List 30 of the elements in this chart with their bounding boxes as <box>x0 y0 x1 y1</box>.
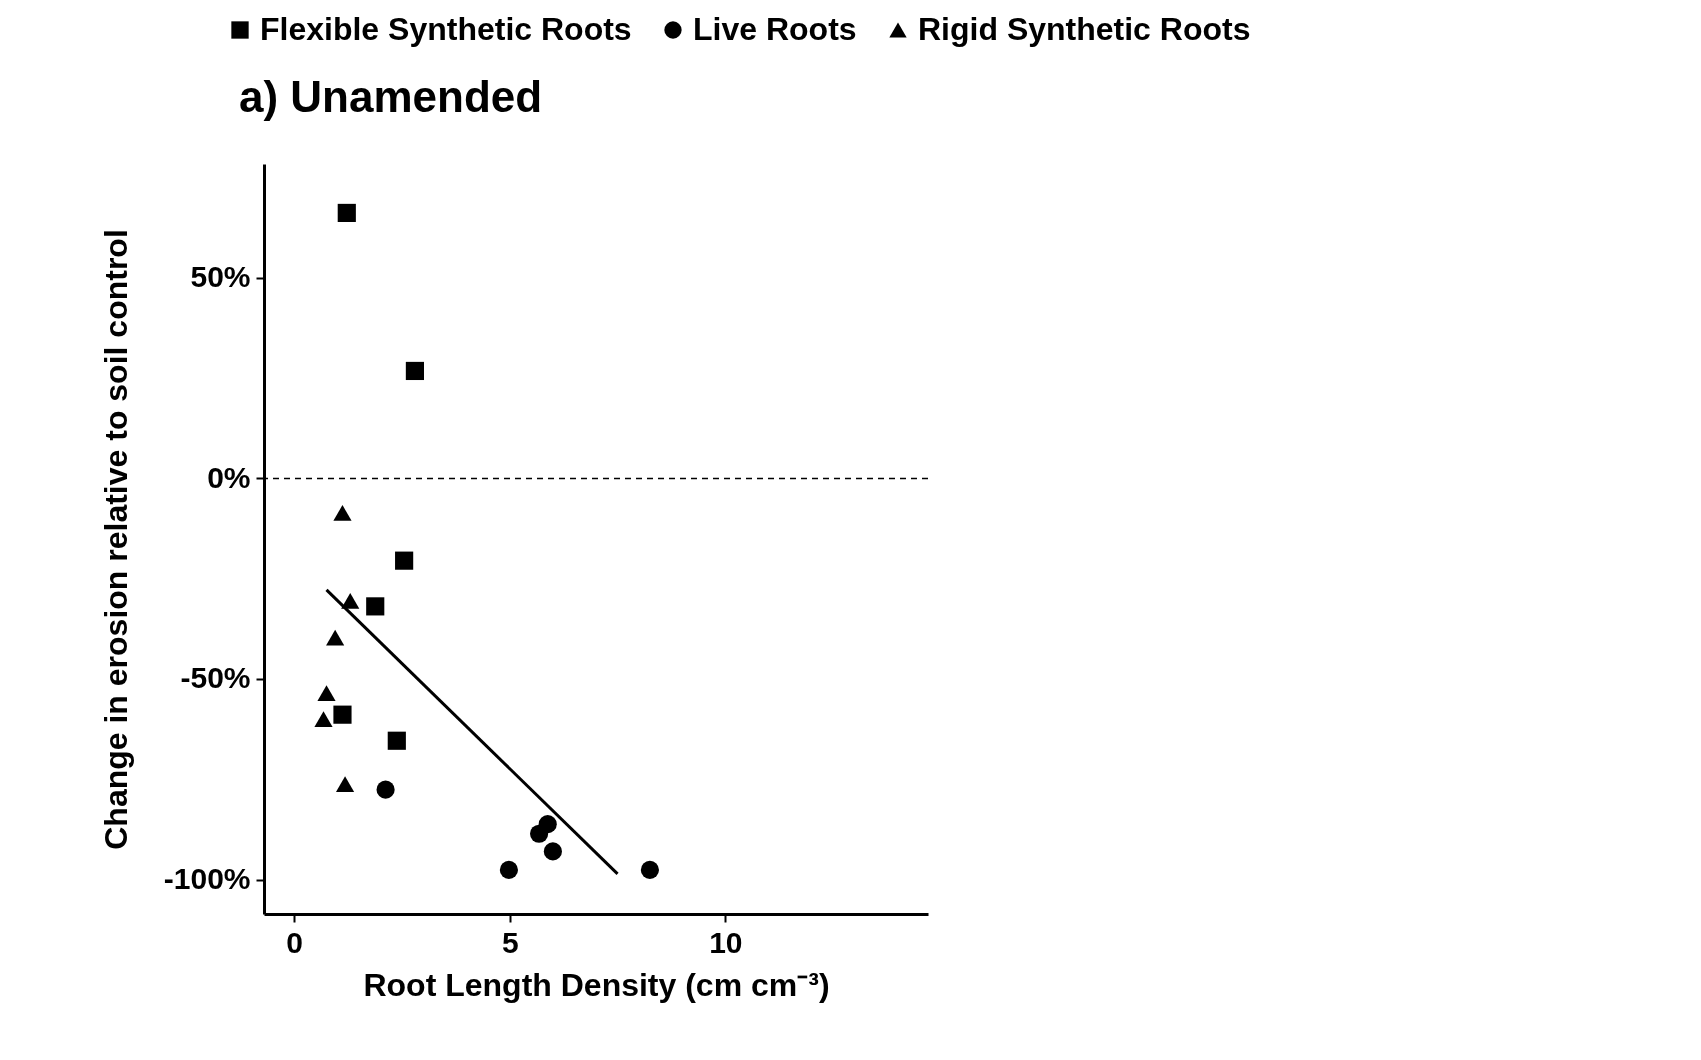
legend-label: Rigid Synthetic Roots <box>918 11 1251 47</box>
point <box>640 860 659 879</box>
point <box>543 842 562 861</box>
legend-label: Flexible Synthetic Roots <box>260 11 632 47</box>
point <box>326 629 345 646</box>
point <box>405 361 424 381</box>
point <box>333 705 352 724</box>
y-tick-label: 0% <box>207 460 251 494</box>
point <box>317 685 336 701</box>
y-axis-title: Change in erosion relative to soil control <box>97 229 134 850</box>
point <box>395 551 414 570</box>
x-tick-label: 10 <box>709 925 743 959</box>
point <box>538 815 557 834</box>
point <box>376 780 395 799</box>
point <box>337 203 356 223</box>
point <box>366 597 385 616</box>
point <box>314 711 333 727</box>
y-tick-label: -50% <box>180 661 251 695</box>
y-tick-label: 50% <box>190 260 251 294</box>
y-tick-label: -100% <box>163 862 251 896</box>
point <box>335 776 355 792</box>
x-tick-label: 5 <box>501 925 519 959</box>
legend-label: Live Roots <box>693 11 857 47</box>
point <box>387 731 406 750</box>
point <box>499 860 518 879</box>
chart-title: a) Unamended <box>239 72 543 121</box>
x-axis-title: Root Length Density (cm cm⁻³) <box>363 966 830 1003</box>
point <box>333 505 352 521</box>
x-tick-label: 0 <box>286 925 304 959</box>
point <box>341 592 360 609</box>
